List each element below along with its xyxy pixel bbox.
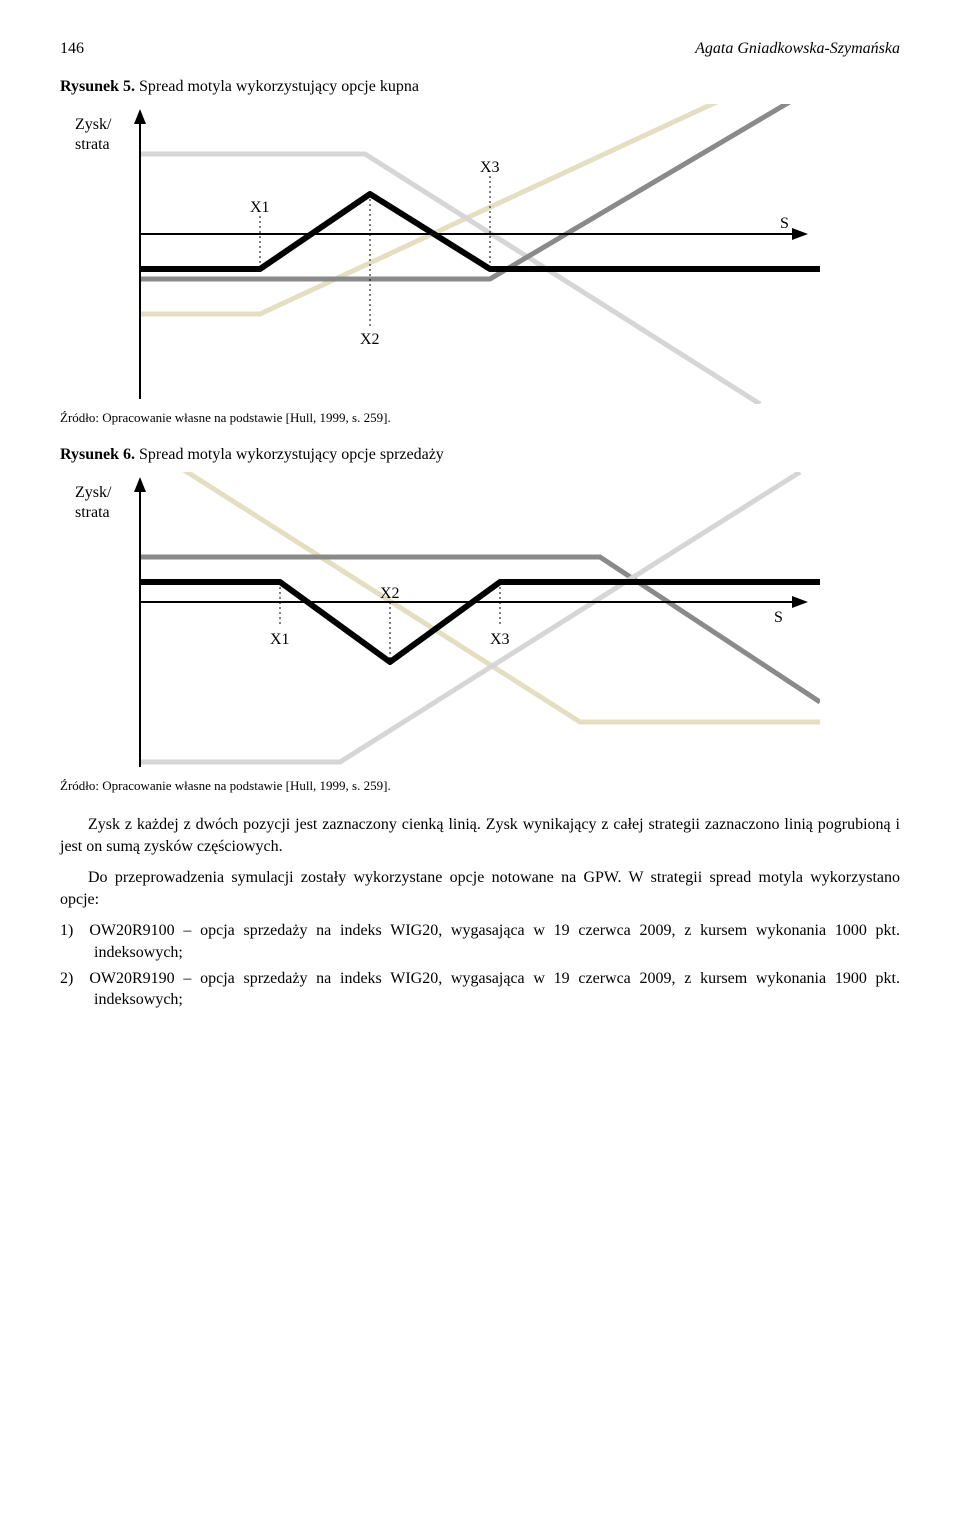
page-author: Agata Gniadkowska-Szymańska [695, 40, 900, 58]
page-header: 146 Agata Gniadkowska-Szymańska [60, 40, 900, 58]
fig5-butterfly-payoff [140, 194, 820, 269]
fig5-long-call-x1 [140, 104, 820, 314]
fig6-s-label: S [774, 609, 783, 626]
fig5-x2-label: X2 [360, 331, 380, 348]
fig6-ylabel-top: Zysk/ [75, 484, 112, 501]
figure5-title: Rysunek 5. Spread motyla wykorzystujący … [60, 78, 900, 96]
figure5-label: Rysunek 5. [60, 78, 135, 95]
figure6-chart: Zysk/ strata X1 X2 X3 S [60, 472, 820, 772]
fig6-long-put-x1 [140, 557, 820, 702]
figure5-caption-text: Spread motyla wykorzystujący opcje kupna [139, 78, 419, 95]
fig5-short-calls-x2 [140, 104, 820, 279]
fig6-x2-label: X2 [380, 585, 400, 602]
fig6-butterfly-payoff [140, 582, 820, 662]
fig6-x1-label: X1 [270, 631, 290, 648]
list-item-2: 2) OW20R9190 – opcja sprzedaży na indeks… [60, 968, 900, 1011]
list-item-1: 1) OW20R9100 – opcja sprzedaży na indeks… [60, 920, 900, 963]
fig5-x-arrow [792, 228, 808, 240]
fig5-y-arrow [134, 109, 146, 124]
figure6-source: Źródło: Opracowanie własne na podstawie … [60, 778, 900, 794]
page-number: 146 [60, 40, 84, 58]
figure6-caption-text: Spread motyla wykorzystujący opcje sprze… [139, 446, 444, 463]
paragraph-1: Zysk z każdej z dwóch pozycji jest zazna… [60, 814, 900, 857]
fig6-x-arrow [792, 596, 808, 608]
fig5-ylabel-bottom: strata [75, 136, 110, 153]
fig5-s-label: S [780, 215, 789, 232]
fig5-ylabel-top: Zysk/ [75, 116, 112, 133]
paragraph-2: Do przeprowadzenia symulacji zostały wyk… [60, 867, 900, 910]
figure5-chart: Zysk/ strata X1 X2 X3 S [60, 104, 820, 404]
figure5-source: Źródło: Opracowanie własne na podstawie … [60, 410, 900, 426]
figure6-label: Rysunek 6. [60, 446, 135, 463]
fig6-y-arrow [134, 477, 146, 492]
figure6-title: Rysunek 6. Spread motyla wykorzystujący … [60, 446, 900, 464]
fig5-x3-label: X3 [480, 159, 500, 176]
fig6-x3-label: X3 [490, 631, 510, 648]
fig5-x1-label: X1 [250, 199, 270, 216]
fig6-ylabel-bottom: strata [75, 504, 110, 521]
fig6-short-puts-x2 [140, 472, 800, 762]
